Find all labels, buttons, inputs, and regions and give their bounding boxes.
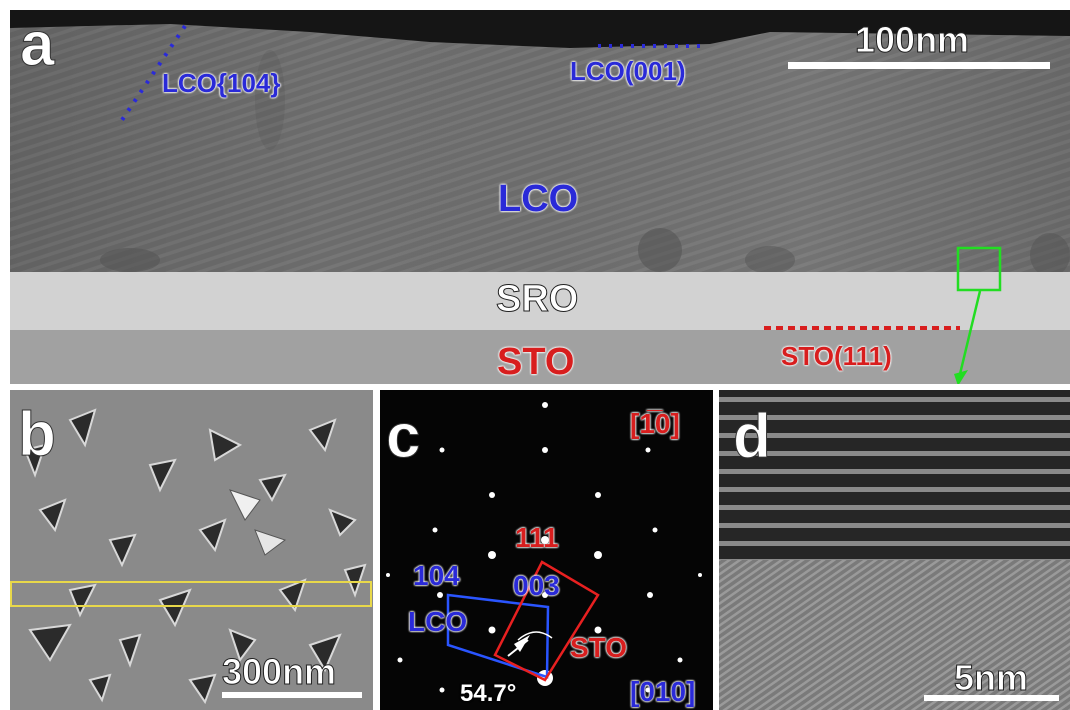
panel-a-letter: a xyxy=(19,10,55,79)
panel-d-scalebar-label: 5nm xyxy=(953,657,1029,698)
panel-d: d 5nm xyxy=(719,390,1070,710)
panel-b: b 300nm xyxy=(10,390,373,710)
panel-b-scalebar-label: 300nm xyxy=(221,651,337,692)
panel-c-letter: c xyxy=(385,402,421,471)
spot-label-003: 003 xyxy=(513,570,560,601)
panel-b-image xyxy=(10,390,373,710)
label-lco001: LCO(001) xyxy=(570,56,686,86)
lattice-label-lco: LCO xyxy=(408,606,468,637)
panel-a-image xyxy=(10,10,1070,384)
panel-c-image xyxy=(380,390,713,710)
spot-label-104: 104 xyxy=(413,560,460,591)
angle-label: 54.7° xyxy=(460,680,517,707)
label-sro: SRO xyxy=(495,278,579,320)
zone-axis-sto-text: [1̅0] xyxy=(630,408,680,439)
spot-label-111: 111 xyxy=(515,522,559,553)
panel-c: c [1̅0] [010] 111 104 003 LCO STO 54.7° xyxy=(380,390,713,710)
panel-a-scalebar-label: 100nm xyxy=(854,19,970,60)
panel-d-image xyxy=(719,390,1070,710)
panel-b-letter: b xyxy=(18,400,57,469)
panel-d-letter: d xyxy=(733,402,772,471)
zone-axis-lco: [010] xyxy=(630,676,696,707)
label-sto: STO xyxy=(497,341,575,383)
panel-a: a 100nm LCO{104} LCO(001) LCO SRO STO ST… xyxy=(10,10,1070,384)
label-lco: LCO xyxy=(498,178,579,220)
lattice-label-sto: STO xyxy=(570,632,628,663)
label-sto111: STO(111) xyxy=(781,341,892,371)
label-lco104: LCO{104} xyxy=(162,68,281,98)
zone-axis-sto: [1̅0] xyxy=(630,410,680,438)
